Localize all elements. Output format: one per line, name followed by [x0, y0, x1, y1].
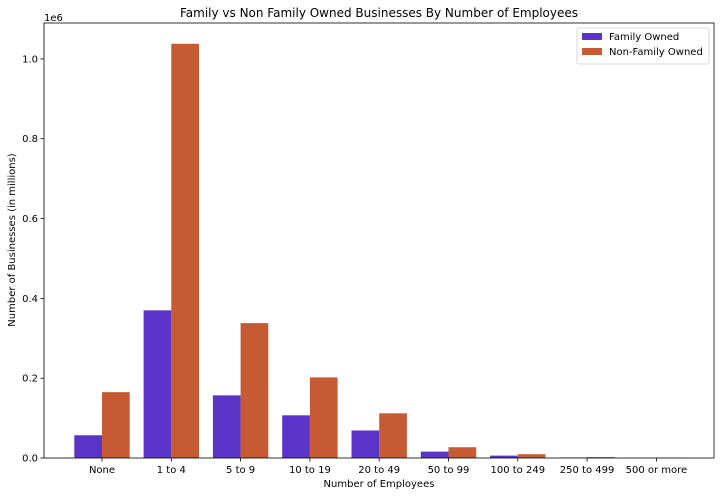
legend: Family Owned Non-Family Owned	[576, 27, 710, 65]
bar-non-family-3	[309, 377, 338, 458]
y-tick-label: 1.0	[22, 54, 38, 65]
legend-label: Family Owned	[609, 32, 679, 43]
legend-box	[576, 27, 710, 65]
y-tick-label: 0.0	[22, 454, 38, 465]
bar-family-1	[143, 310, 172, 458]
bar-non-family-1	[171, 43, 199, 458]
x-tick-label: 20 to 49	[358, 465, 400, 476]
x-tick-label: 100 to 249	[491, 465, 546, 476]
chart-title: Family vs Non Family Owned Businesses By…	[180, 6, 578, 20]
plot-frame	[43, 22, 715, 459]
y-offset-label: 1e6	[44, 13, 63, 24]
y-ticks-group: 0.0 0.2 0.4 0.6 0.8 1.0	[22, 54, 44, 465]
x-tick-label: 1 to 4	[157, 465, 186, 476]
bar-non-family-6	[517, 454, 546, 458]
x-tick-label: None	[89, 465, 115, 476]
legend-label: Non-Family Owned	[609, 47, 703, 58]
bar-non-family-7	[587, 457, 615, 458]
y-tick-label: 0.4	[22, 294, 38, 305]
y-axis-label: Number of Businesses (in millions)	[7, 153, 18, 327]
x-axis-label: Number of Employees	[324, 479, 435, 490]
x-tick-label: 10 to 19	[289, 465, 331, 476]
bar-family-4	[351, 430, 380, 458]
bar-family-5	[420, 451, 449, 458]
bar-non-family-5	[448, 447, 477, 458]
legend-swatch	[582, 33, 602, 40]
y-tick-label: 0.2	[22, 374, 38, 385]
y-tick-label: 0.6	[22, 214, 38, 225]
x-tick-label: 5 to 9	[226, 465, 255, 476]
bars-group	[74, 43, 685, 458]
legend-swatch	[582, 48, 602, 55]
bar-family-6	[490, 455, 518, 458]
bar-non-family-0	[102, 392, 130, 458]
y-tick-label: 0.8	[22, 134, 38, 145]
bar-non-family-4	[379, 413, 407, 458]
x-tick-label: 250 to 499	[560, 465, 615, 476]
bar-non-family-2	[240, 323, 269, 458]
bar-family-0	[74, 435, 102, 458]
bar-family-3	[282, 415, 310, 458]
x-ticks-group: None 1 to 4 5 to 9 10 to 19 20 to 49 50 to 99…	[89, 458, 687, 476]
x-tick-label: 50 to 99	[428, 465, 470, 476]
x-tick-label: 500 or more	[626, 465, 688, 476]
bar-family-2	[212, 395, 241, 458]
